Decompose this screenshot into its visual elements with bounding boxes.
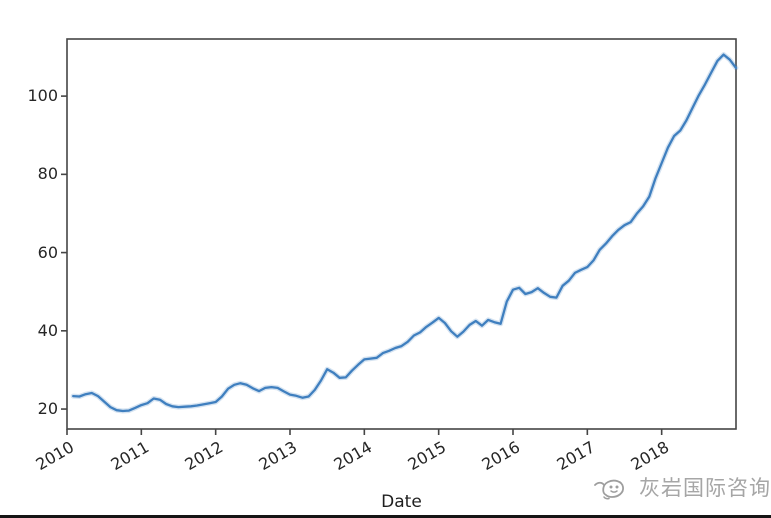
y-tick-label: 100 [27, 86, 58, 106]
x-axis-label: Date [381, 492, 422, 512]
y-tick-label: 80 [37, 164, 58, 184]
watermark-text: 灰岩国际咨询 [639, 476, 771, 500]
series-line-halo [70, 52, 739, 414]
y-tick-label: 60 [37, 242, 58, 262]
whale-logo-icon [594, 479, 624, 500]
y-tick-label: 20 [37, 399, 58, 419]
plot-border [66, 38, 737, 430]
y-tick-label: 40 [37, 320, 58, 340]
price-series-line [72, 53, 738, 413]
bottom-divider [0, 515, 771, 518]
watermark: 灰岩国际咨询 [594, 472, 771, 502]
axis-ticks [61, 95, 663, 435]
